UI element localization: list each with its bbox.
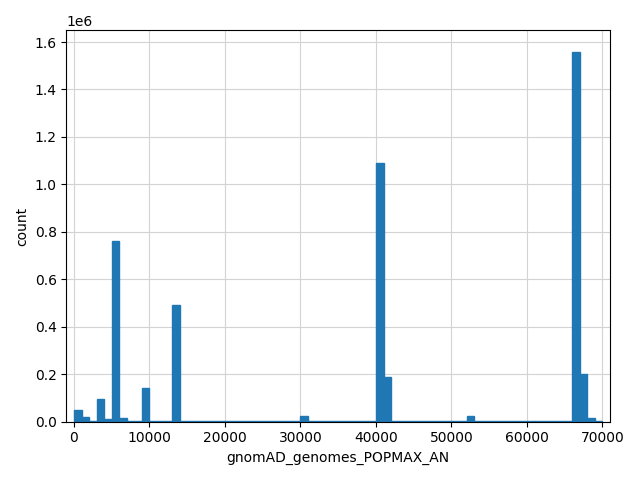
- Bar: [527, 420, 534, 422]
- Bar: [436, 420, 444, 422]
- Bar: [474, 420, 482, 422]
- Bar: [580, 374, 588, 422]
- Bar: [285, 420, 293, 422]
- Bar: [248, 420, 255, 422]
- Bar: [406, 420, 413, 422]
- Bar: [172, 305, 180, 422]
- Bar: [534, 420, 542, 422]
- Bar: [97, 399, 104, 422]
- Bar: [444, 420, 451, 422]
- Bar: [225, 420, 232, 422]
- Bar: [482, 420, 489, 422]
- Bar: [127, 420, 134, 422]
- Bar: [588, 418, 595, 422]
- Bar: [262, 420, 270, 422]
- Bar: [308, 420, 316, 422]
- Bar: [331, 420, 338, 422]
- Bar: [489, 420, 497, 422]
- Bar: [595, 420, 602, 422]
- Bar: [316, 420, 323, 422]
- Bar: [572, 51, 580, 422]
- Bar: [202, 420, 210, 422]
- Bar: [232, 420, 240, 422]
- Bar: [353, 420, 361, 422]
- Bar: [270, 420, 278, 422]
- Bar: [338, 420, 346, 422]
- Bar: [195, 420, 202, 422]
- Bar: [81, 417, 89, 422]
- Bar: [520, 420, 527, 422]
- Bar: [391, 420, 399, 422]
- Bar: [459, 420, 467, 422]
- Bar: [361, 420, 369, 422]
- Bar: [89, 420, 97, 422]
- Bar: [557, 420, 564, 422]
- Bar: [134, 420, 142, 422]
- Bar: [346, 420, 353, 422]
- Bar: [497, 420, 504, 422]
- Y-axis label: count: count: [15, 206, 29, 245]
- Bar: [210, 420, 218, 422]
- Bar: [383, 377, 391, 422]
- Bar: [119, 418, 127, 422]
- Bar: [421, 420, 429, 422]
- Bar: [104, 420, 112, 422]
- Bar: [188, 420, 195, 422]
- Bar: [451, 420, 459, 422]
- Bar: [74, 410, 81, 422]
- Bar: [157, 420, 164, 422]
- Bar: [413, 420, 421, 422]
- Bar: [376, 163, 383, 422]
- Bar: [467, 416, 474, 422]
- Bar: [369, 420, 376, 422]
- Bar: [300, 416, 308, 422]
- Bar: [240, 420, 248, 422]
- Bar: [429, 420, 436, 422]
- Bar: [142, 388, 150, 422]
- Bar: [542, 420, 550, 422]
- Bar: [399, 420, 406, 422]
- Bar: [278, 420, 285, 422]
- Bar: [150, 420, 157, 422]
- Bar: [512, 420, 520, 422]
- Bar: [293, 420, 300, 422]
- Bar: [112, 241, 119, 422]
- X-axis label: gnomAD_genomes_POPMAX_AN: gnomAD_genomes_POPMAX_AN: [227, 451, 450, 465]
- Bar: [564, 420, 572, 422]
- Bar: [180, 420, 188, 422]
- Bar: [550, 420, 557, 422]
- Bar: [255, 420, 262, 422]
- Bar: [504, 420, 512, 422]
- Bar: [323, 420, 331, 422]
- Bar: [218, 420, 225, 422]
- Bar: [164, 420, 172, 422]
